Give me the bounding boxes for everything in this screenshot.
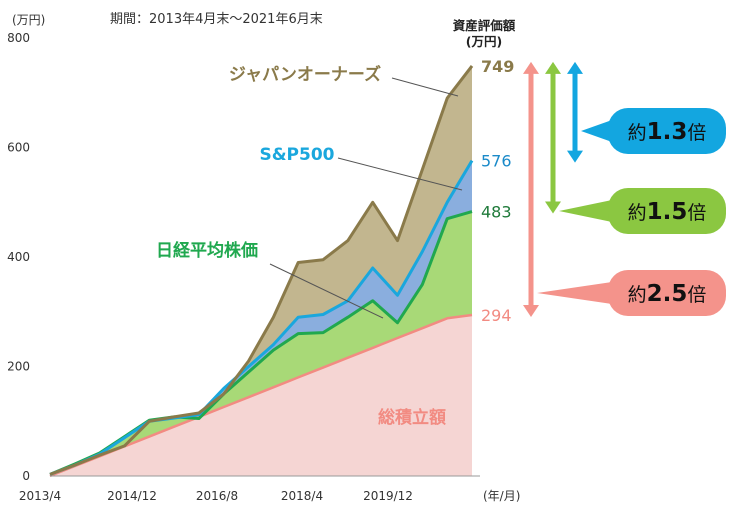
callout-pointer (559, 200, 612, 222)
value-header-unit: (万円) (466, 34, 502, 49)
y-unit-label: (万円) (12, 13, 45, 27)
y-tick-label: 400 (7, 250, 30, 264)
callout-bubble (608, 108, 726, 154)
callout-3: 約2.5倍 (523, 61, 726, 318)
series-label-japan: ジャパンオーナーズ (229, 64, 381, 85)
end-value-sp500: 576 (481, 152, 512, 171)
x-tick-label: 2013/4 (19, 489, 61, 503)
y-tick-label: 200 (7, 360, 30, 374)
value-header-label: 資産評価額 (453, 18, 516, 33)
callout-text: 約1.3倍 (628, 119, 707, 145)
callout-text: 約2.5倍 (628, 281, 707, 307)
x-tick-label: 2014/12 (107, 489, 157, 503)
y-tick-label: 600 (7, 141, 30, 155)
series-label-total: 総積立額 (378, 407, 446, 428)
leader-line-sp500 (337, 157, 463, 191)
end-value-nikkei: 483 (481, 203, 512, 222)
series-label-nikkei: 日経平均株価 (156, 240, 258, 261)
x-tick-label: 2018/4 (281, 489, 323, 503)
callout-pointer (581, 120, 612, 142)
arrow-head-up (567, 61, 583, 74)
end-value-total: 294 (481, 306, 512, 325)
callout-text: 約1.5倍 (628, 199, 707, 225)
area-japan (50, 65, 472, 475)
line-layer (49, 64, 474, 478)
leader-line-nikkei (269, 263, 384, 319)
arrow-head-down (523, 305, 539, 318)
callout-prefix: 約 (628, 122, 647, 144)
callout-suffix: 倍 (687, 284, 706, 306)
y-tick-label: 0 (22, 469, 30, 483)
period-label: 期間：2013年4月末～2021年6月末 (110, 12, 323, 27)
callout-2: 約1.5倍 (545, 61, 726, 234)
callout-multiple: 1.5 (647, 199, 688, 225)
callout-multiple: 2.5 (647, 281, 688, 307)
end-value-japan: 749 (481, 57, 514, 76)
callout-prefix: 約 (628, 284, 647, 306)
line-japan (49, 64, 474, 476)
callout-1: 約1.3倍 (567, 61, 726, 163)
callout-multiple: 1.3 (647, 119, 688, 145)
callout-suffix: 倍 (687, 202, 706, 224)
callout-bubble (608, 270, 726, 316)
area-layer (50, 65, 472, 476)
series-label-sp500: S&P500 (259, 145, 334, 165)
callout-bubble (608, 188, 726, 234)
x-unit-label: (年/月) (483, 489, 520, 503)
x-tick-label: 2019/12 (363, 489, 413, 503)
x-tick-label: 2016/8 (196, 489, 238, 503)
leader-line-japan (391, 77, 459, 97)
axes: 0 200 400 600 800 2013/4 2014/12 2016/8 2018/4 20… (7, 31, 480, 503)
callout-pointer (537, 282, 612, 304)
line-sp500 (49, 159, 474, 476)
arrow-head-up (523, 61, 539, 74)
y-tick-label: 800 (7, 31, 30, 45)
area-total (50, 315, 472, 476)
callout-prefix: 約 (628, 202, 647, 224)
arrow-head-up (545, 61, 561, 74)
arrow-head-down (567, 150, 583, 163)
callout-suffix: 倍 (687, 122, 706, 144)
arrow-head-down (545, 201, 561, 214)
